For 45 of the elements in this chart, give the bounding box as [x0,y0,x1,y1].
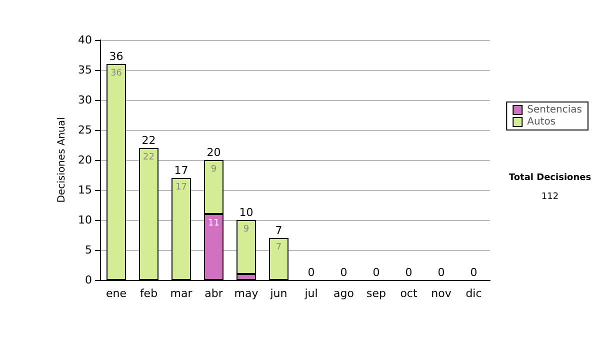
total-label: 0 [470,266,478,279]
total-label: 20 [206,146,221,159]
text: 112 [541,192,559,202]
y-axis-title: Decisiones Anual [56,117,68,203]
y-tick-label: 35 [78,64,92,76]
total-label: 10 [239,206,254,219]
legend-label: Autos [527,116,556,128]
x-tick-label: ene [106,287,127,300]
data-label: 9 [210,164,217,174]
y-tick-label: 25 [78,124,92,136]
x-tick-label: jun [269,287,288,300]
data-label: 36 [110,68,122,78]
total-label: 17 [174,164,188,177]
x-tick-label: may [234,287,259,300]
data-label: 9 [243,224,250,234]
text: Total Decisiones [508,173,592,183]
y-tick-label: 20 [78,154,92,166]
x-tick-label: ago [334,287,354,300]
y-tick-label: 40 [78,34,92,46]
y-tick-label: 0 [85,274,92,286]
x-tick-label: feb [140,287,158,300]
total-label: 0 [372,266,380,279]
x-tick-label: abr [204,287,224,300]
x-tick-label: oct [400,287,418,300]
y-tick-label: 5 [85,244,92,256]
data-label: 11 [208,218,220,228]
x-tick-label: mar [170,287,193,300]
data-label: 22 [143,152,154,162]
x-tick-label: nov [431,287,452,300]
x-tick-label: dic [466,287,482,300]
total-label: 0 [308,266,315,279]
x-tick-label: sep [366,287,386,300]
data-label: 7 [276,242,282,252]
x-tick-label: jul [304,287,318,300]
total-label: 0 [405,266,412,279]
total-label: 0 [340,266,348,279]
y-tick-label: 30 [78,94,92,106]
legend-label: Sentencias [527,104,582,116]
y-tick-label: 15 [78,184,92,196]
total-label: 7 [275,224,282,237]
data-label: 17 [176,182,187,192]
total-label: 22 [142,134,156,147]
total-label: 36 [109,50,124,63]
total-label: 0 [438,266,445,279]
y-tick-label: 10 [78,214,92,226]
